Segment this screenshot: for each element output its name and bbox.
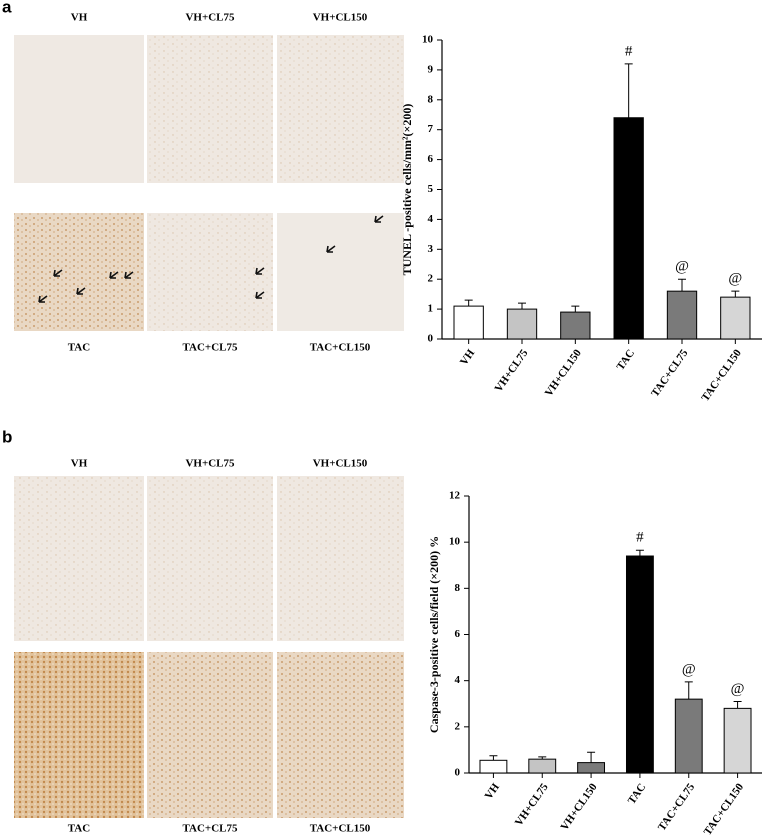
x-tick-label: VH+CL150 xyxy=(543,347,584,399)
x-tick-label: TAC+CL75 xyxy=(649,347,691,399)
image-label: VH xyxy=(71,12,88,24)
bar xyxy=(479,759,508,774)
y-axis-label: Caspase-3-positive cells/field (×200) % xyxy=(427,536,441,733)
x-tick-label: TAC+CL75 xyxy=(656,781,698,833)
y-axis-label: TUNEL -positive cells/mm²(×200) xyxy=(400,104,414,276)
image-label: TAC+CL75 xyxy=(183,823,238,835)
image-label: TAC+CL150 xyxy=(310,823,371,835)
bar xyxy=(720,296,751,340)
error-bar xyxy=(489,755,498,761)
y-tick-label: 7 xyxy=(428,123,434,135)
error-bar xyxy=(464,299,473,307)
y-tick-label: 6 xyxy=(428,153,434,165)
x-tick-label: TAC+CL150 xyxy=(702,781,747,838)
y-tick-label: 1 xyxy=(428,303,434,315)
y-tick-label: 0 xyxy=(455,767,461,779)
significance-marker: @ xyxy=(731,681,745,697)
bar xyxy=(560,311,591,340)
error-bar xyxy=(684,681,693,700)
micrograph xyxy=(147,35,273,183)
error-bar xyxy=(571,305,580,313)
y-tick-label: 0 xyxy=(428,333,434,345)
micrograph xyxy=(277,476,404,641)
y-tick-label: 5 xyxy=(428,183,434,195)
bar xyxy=(453,305,484,340)
x-tick-label: VH xyxy=(483,781,503,802)
micrograph xyxy=(277,35,404,183)
bar xyxy=(506,308,538,340)
bar xyxy=(528,758,557,774)
micrograph xyxy=(14,652,144,818)
micrograph xyxy=(147,213,273,331)
x-tick-label: VH xyxy=(458,347,478,368)
x-tick-label: VH+CL75 xyxy=(513,781,551,828)
y-tick-label: 12 xyxy=(449,490,461,502)
y-tick-label: 10 xyxy=(449,536,461,548)
y-tick-label: 8 xyxy=(455,582,461,594)
micrograph xyxy=(14,476,144,641)
panel-letter: a xyxy=(2,0,12,16)
bar xyxy=(674,698,703,774)
micrograph xyxy=(277,213,404,331)
x-tick-label: VH+CL150 xyxy=(558,781,599,833)
error-bar xyxy=(733,700,742,709)
x-tick-label: TAC xyxy=(626,781,649,806)
image-label: VH+CL150 xyxy=(313,12,368,24)
bar xyxy=(625,555,654,774)
arrows xyxy=(38,215,384,303)
image-label: VH+CL75 xyxy=(185,458,235,470)
y-tick-label: 10 xyxy=(422,34,434,46)
micrograph xyxy=(147,476,273,641)
y-tick-label: 3 xyxy=(428,243,434,255)
error-bar xyxy=(635,549,644,557)
error-bar xyxy=(587,751,596,763)
y-tick-label: 4 xyxy=(455,674,461,686)
error-bar xyxy=(624,63,633,118)
bar xyxy=(577,762,606,774)
y-tick-label: 6 xyxy=(455,628,461,640)
y-tick-label: 2 xyxy=(455,720,461,732)
image-label: TAC xyxy=(68,342,90,354)
x-tick-label: VH+CL75 xyxy=(493,347,531,394)
error-bar xyxy=(518,302,526,310)
significance-marker: # xyxy=(636,530,644,546)
error-bar xyxy=(678,278,686,292)
significance-marker: @ xyxy=(682,661,696,677)
error-bar xyxy=(538,756,547,760)
bar xyxy=(666,290,698,340)
bar xyxy=(723,707,752,774)
x-tick-label: TAC xyxy=(615,347,638,372)
micrograph xyxy=(147,652,273,818)
micrograph xyxy=(277,652,404,818)
image-label: TAC+CL75 xyxy=(183,342,238,354)
y-tick-label: 8 xyxy=(428,93,434,105)
micrograph xyxy=(14,35,144,183)
micrograph xyxy=(14,213,144,331)
micrographs xyxy=(14,35,404,818)
image-label: TAC+CL150 xyxy=(310,342,371,354)
image-label: VH xyxy=(71,458,88,470)
y-tick-label: 9 xyxy=(428,63,434,75)
y-tick-label: 4 xyxy=(428,213,434,225)
image-label: VH+CL75 xyxy=(185,12,235,24)
significance-marker: @ xyxy=(675,259,689,275)
error-bar xyxy=(731,290,740,298)
significance-marker: # xyxy=(625,43,633,59)
panel-letter: b xyxy=(2,427,12,446)
significance-marker: @ xyxy=(728,271,742,287)
image-label: TAC xyxy=(68,823,90,835)
image-label: VH+CL150 xyxy=(313,458,368,470)
y-tick-label: 2 xyxy=(428,273,434,285)
bar xyxy=(613,117,644,340)
x-tick-label: TAC+CL150 xyxy=(699,347,744,404)
